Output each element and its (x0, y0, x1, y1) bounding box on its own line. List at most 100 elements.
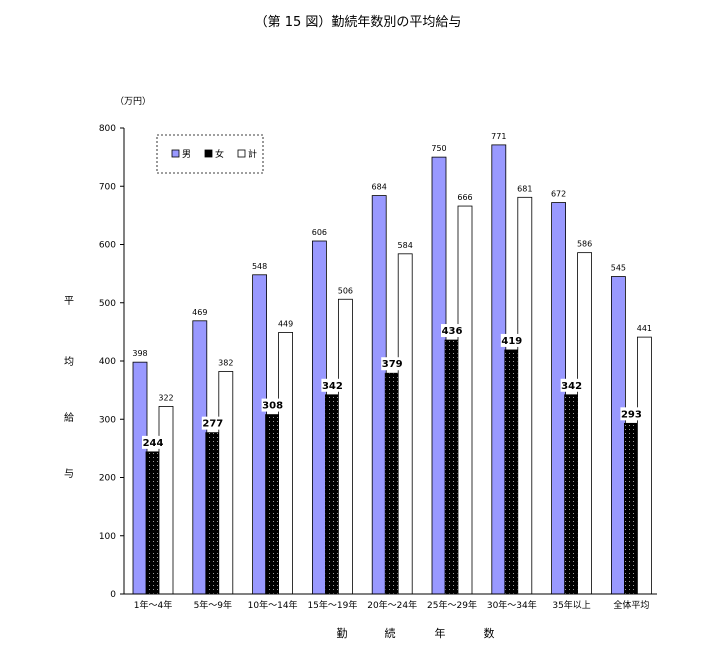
data-label-計: 506 (338, 286, 353, 295)
bars: 398 244 322 469 277 382 548 308 449 606 342 506 684 3… (132, 132, 652, 595)
data-label-bg (381, 357, 404, 371)
bar-女 (504, 349, 520, 595)
data-label-計: 666 (457, 193, 472, 202)
bar-計 (577, 252, 592, 595)
bar-女 (384, 372, 400, 595)
y-tick-label: 400 (99, 357, 116, 367)
data-label-男: 545 (611, 264, 626, 273)
x-tick-label: 35年以上 (552, 599, 590, 611)
data-label-計: 382 (218, 358, 233, 367)
x-axis-title: 勤続年数 (337, 626, 495, 640)
y-axis-title: 平均給与 (64, 296, 74, 480)
x-tick-label: 全体平均 (613, 599, 649, 611)
data-label-女: 436 (442, 326, 463, 337)
bar-計 (158, 406, 174, 595)
y-tick-label: 0 (110, 590, 116, 600)
data-label-男: 398 (132, 349, 147, 358)
y-tick-label: 200 (99, 474, 116, 484)
data-label-男: 469 (192, 308, 207, 317)
bar-計 (517, 196, 533, 595)
data-label-男: 684 (372, 183, 387, 192)
x-tick-label: 30年～34年 (487, 599, 537, 611)
data-label-女: 379 (382, 359, 403, 370)
data-label-女: 419 (501, 336, 522, 347)
x-tick-label: 10年～14年 (248, 599, 298, 611)
data-label-女: 342 (561, 381, 582, 392)
legend: 男女計 (156, 134, 264, 174)
chart-title: （第 15 図）勤続年数別の平均給与 (255, 15, 462, 30)
x-tick-label: 20年～24年 (367, 599, 417, 611)
y-tick-label: 700 (99, 182, 116, 192)
data-label-計: 449 (278, 319, 293, 328)
data-label-bg (620, 407, 643, 421)
data-label-bg (500, 333, 523, 347)
x-axis-title-char: 年 (435, 626, 446, 640)
bar-女 (205, 432, 221, 595)
data-label-bg (201, 416, 224, 430)
bar-女 (624, 422, 639, 595)
bar-男 (431, 156, 447, 595)
bar-女 (564, 394, 579, 595)
legend-swatch-男 (171, 149, 180, 158)
bar-男 (491, 144, 507, 595)
y-axis: 0 100 200 300 400 500 600 700 800 (99, 124, 125, 600)
unit-label: （万円） (115, 96, 151, 107)
y-tick-label: 300 (99, 415, 116, 425)
data-label-女: 277 (202, 419, 223, 430)
data-label-計: 322 (158, 393, 173, 402)
bar-男 (551, 202, 566, 595)
y-tick-label: 500 (99, 299, 116, 309)
x-axis-title-char: 続 (385, 626, 396, 640)
bar-女 (324, 394, 340, 595)
data-label-女: 308 (262, 401, 283, 412)
y-tick-label: 600 (99, 241, 116, 251)
bar-計 (457, 205, 473, 595)
bar-男 (611, 276, 626, 595)
data-label-bg (261, 398, 284, 412)
data-label-bg (441, 324, 463, 338)
bar-計 (397, 253, 413, 595)
data-label-計: 584 (398, 241, 413, 250)
data-label-bg (142, 435, 164, 449)
legend-swatch-計 (237, 149, 246, 158)
bar-男 (132, 361, 148, 595)
data-label-bg (321, 378, 344, 392)
y-axis-title-char: 給 (64, 411, 74, 424)
bar-男 (192, 320, 208, 595)
data-label-女: 293 (621, 409, 642, 420)
data-label-男: 672 (551, 190, 566, 199)
data-label-男: 606 (312, 228, 327, 237)
y-axis-title-char: 与 (64, 468, 74, 480)
bar-女 (444, 339, 460, 595)
x-axis-title-char: 数 (484, 627, 495, 640)
x-tick-label: 25年～29年 (427, 599, 477, 611)
y-tick-label: 100 (99, 532, 116, 542)
x-axis-title-char: 勤 (337, 627, 348, 640)
y-axis-title-char: 均 (64, 356, 74, 368)
y-axis-title-char: 平 (64, 296, 74, 307)
legend-label: 男 (182, 149, 191, 160)
bar-男 (371, 195, 387, 595)
bar-計 (218, 371, 234, 595)
data-label-計: 586 (577, 240, 592, 249)
bar-計 (337, 298, 353, 595)
legend-label: 計 (248, 148, 257, 160)
data-label-計: 441 (637, 324, 652, 333)
x-tick-label: 1年～4年 (134, 599, 172, 611)
data-label-女: 244 (143, 438, 164, 449)
y-tick-label: 800 (99, 124, 116, 134)
legend-label: 女 (215, 148, 224, 160)
data-label-男: 548 (252, 262, 267, 271)
bar-計 (278, 332, 294, 595)
data-label-男: 750 (431, 144, 446, 153)
x-tick-label: 15年～19年 (307, 599, 357, 611)
bar-男 (311, 240, 327, 595)
bar-男 (252, 274, 268, 595)
x-tick-label: 5年～9年 (194, 599, 232, 611)
data-label-計: 681 (517, 184, 532, 193)
bar-計 (637, 336, 652, 595)
data-label-男: 771 (491, 132, 506, 141)
bar-女 (265, 414, 281, 595)
